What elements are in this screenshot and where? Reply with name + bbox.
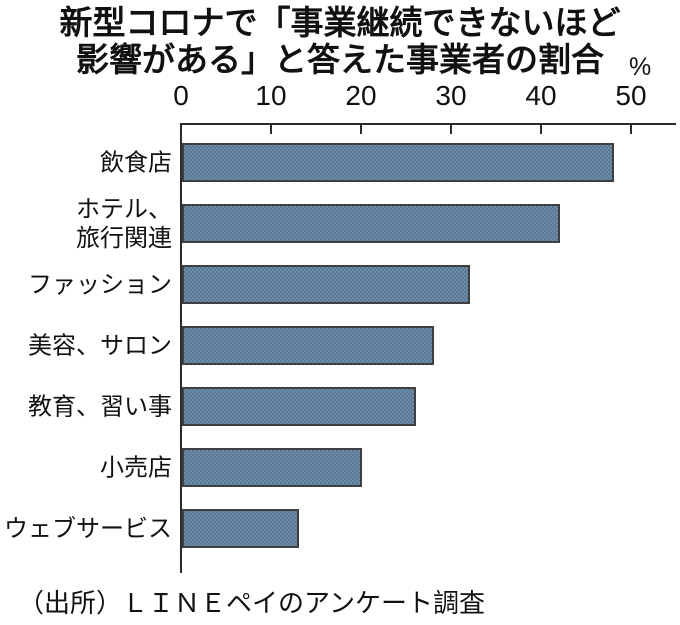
bar [182,509,299,548]
category-label-line: ウェブサービス [4,515,172,542]
x-tick-mark [540,125,542,134]
bar [182,326,434,365]
x-tick-label: 10 [255,80,287,111]
x-tick-mark [630,125,632,134]
category-label-line: ホテル、 [76,195,172,223]
category-label: 美容、サロン [0,331,172,360]
bar [182,265,470,304]
bar [182,143,614,182]
x-tick-mark [450,125,452,134]
chart-title-line2: 影響がある」と答えた事業者の割合 [76,41,604,78]
category-label-line: 教育、習い事 [28,393,172,420]
category-label: 教育、習い事 [0,392,172,421]
category-label-line: ファッション [28,271,172,298]
unit-label: % [629,53,652,81]
x-tick-mark [180,125,182,134]
source-note: （出所）ＬＩＮＥペイのアンケート調査 [18,588,485,618]
x-tick-mark [360,125,362,134]
x-tick-label: 50 [615,80,647,111]
y-axis-line [180,123,182,573]
category-label-line: 飲食店 [100,149,172,176]
category-label-line: 小売店 [100,454,172,481]
category-label-line: 美容、サロン [28,332,172,359]
category-label: ウェブサービス [0,514,172,543]
category-label: ホテル、 旅行関連 [0,195,172,253]
x-tick-label: 0 [173,80,189,111]
bar [182,448,362,487]
chart-title: 新型コロナで「事業継続できないほど 影響がある」と答えた事業者の割合 [0,4,680,78]
category-label: 小売店 [0,453,172,482]
category-label: 飲食店 [0,148,172,177]
x-tick-label: 40 [525,80,557,111]
x-tick-mark [270,125,272,134]
x-tick-label: 20 [345,80,377,111]
x-axis-line [180,123,676,125]
bar [182,387,416,426]
category-label: ファッション [0,270,172,299]
chart-title-line1: 新型コロナで「事業継続できないほど [59,4,621,41]
bar [182,204,560,243]
category-label-line: 旅行関連 [76,224,172,252]
x-tick-label: 30 [435,80,467,111]
